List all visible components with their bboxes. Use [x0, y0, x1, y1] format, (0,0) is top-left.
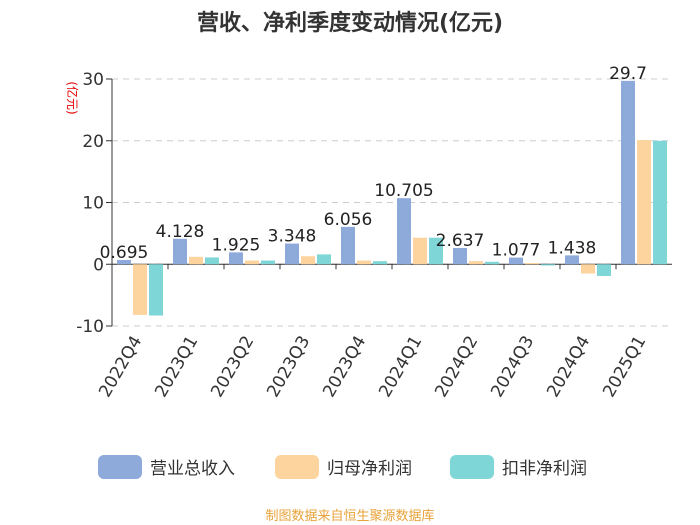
y-tick-label: 30 [82, 70, 104, 90]
bar [189, 256, 203, 265]
bar [485, 261, 499, 265]
bar [541, 264, 555, 266]
data-label: 6.056 [324, 210, 373, 230]
bar [317, 254, 331, 265]
bar [261, 260, 275, 265]
y-axis-label: (亿元) [65, 81, 80, 114]
x-tick-label: 2024Q1 [375, 333, 426, 401]
x-tick-labels: 2022Q4 2023Q1 2023Q2 2023Q3 2023Q4 2024Q1 2024… [95, 264, 650, 401]
bar [285, 243, 299, 265]
y-ticks: -10 0 10 20 30 [76, 70, 112, 337]
data-label: 4.128 [156, 222, 205, 242]
bar [597, 264, 611, 276]
data-label: 29.7 [609, 64, 647, 84]
bar [397, 198, 411, 265]
x-tick-label: 2024Q4 [543, 333, 594, 401]
chart-title: 营收、净利季度变动情况(亿元) [197, 10, 503, 36]
bar [117, 259, 131, 265]
bar [373, 261, 387, 265]
bar [621, 80, 635, 265]
bar [413, 237, 427, 265]
bar [509, 257, 523, 265]
legend-swatch [450, 455, 494, 479]
bar [133, 264, 147, 315]
legend: 营业总收入 归母净利润 扣非净利润 [98, 455, 587, 479]
data-label: 1.925 [212, 235, 261, 255]
y-tick-label: 20 [82, 132, 104, 152]
y-tick-label: -10 [76, 317, 104, 337]
bar [205, 257, 219, 265]
bar [357, 260, 371, 265]
bar [637, 140, 651, 265]
x-tick-label: 2024Q2 [431, 333, 482, 401]
x-tick-label: 2023Q2 [207, 333, 258, 401]
legend-label: 扣非净利润 [502, 459, 587, 479]
legend-swatch [275, 455, 319, 479]
y-tick-label: 0 [93, 255, 104, 275]
grid [111, 78, 672, 327]
bar [581, 264, 595, 274]
bar [653, 140, 667, 265]
data-label: 1.077 [492, 241, 541, 261]
x-tick-label: 2022Q4 [95, 333, 146, 401]
bar [229, 252, 243, 265]
x-tick-label: 2025Q1 [599, 333, 650, 401]
legend-label: 归母净利润 [327, 459, 412, 479]
legend-swatch [98, 455, 142, 479]
bar [173, 238, 187, 265]
bars [117, 80, 667, 316]
bar [149, 264, 163, 316]
x-tick-label: 2023Q1 [151, 333, 202, 401]
bar [565, 255, 579, 265]
data-label: 1.438 [548, 238, 597, 258]
x-tick-label: 2023Q4 [319, 333, 370, 401]
data-label: 2.637 [436, 231, 485, 251]
y-tick-label: 10 [82, 194, 104, 214]
bar [429, 237, 443, 265]
bar [469, 261, 483, 265]
bar [245, 260, 259, 265]
data-label: 3.348 [268, 227, 317, 247]
source-note: 制图数据来自恒生聚源数据库 [265, 508, 434, 524]
bar [301, 256, 315, 265]
legend-label: 营业总收入 [150, 459, 235, 479]
data-label: 10.705 [374, 181, 433, 201]
data-label: 0.695 [100, 243, 149, 263]
bar [453, 247, 467, 265]
x-tick-label: 2024Q3 [487, 333, 538, 401]
bar [525, 263, 539, 265]
x-tick-label: 2023Q3 [263, 333, 314, 401]
bar [341, 226, 355, 265]
